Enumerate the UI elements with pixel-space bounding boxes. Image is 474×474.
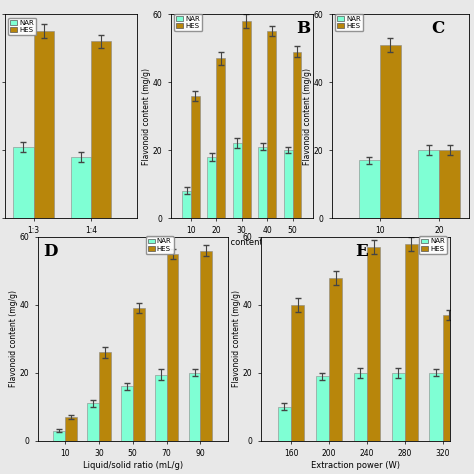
Bar	[242, 21, 251, 218]
Bar	[216, 58, 225, 218]
X-axis label: ratio: ratio	[62, 238, 81, 247]
X-axis label: Ex: Ex	[395, 238, 406, 247]
Legend: NAR, HES: NAR, HES	[419, 237, 447, 254]
Bar	[329, 278, 342, 441]
Bar	[443, 315, 456, 441]
Bar	[121, 386, 133, 441]
Bar	[233, 143, 242, 218]
Bar	[429, 373, 443, 441]
Y-axis label: Flavonoid content (mg/g): Flavonoid content (mg/g)	[232, 291, 241, 387]
Legend: NAR, HES: NAR, HES	[174, 14, 202, 31]
X-axis label: Liquid/solid ratio (mL/g): Liquid/solid ratio (mL/g)	[82, 461, 183, 470]
Bar	[99, 353, 111, 441]
Text: C: C	[431, 20, 444, 37]
Bar	[182, 191, 191, 218]
Bar	[53, 430, 65, 441]
Bar	[439, 150, 460, 218]
Bar	[34, 31, 54, 218]
Bar	[354, 373, 367, 441]
Bar	[189, 373, 201, 441]
X-axis label: Extraction power (W): Extraction power (W)	[311, 461, 400, 470]
Bar	[201, 251, 212, 441]
Text: E: E	[356, 243, 368, 260]
Bar	[367, 247, 380, 441]
Bar	[292, 52, 301, 218]
Text: B: B	[296, 20, 310, 37]
Bar	[91, 41, 111, 218]
X-axis label: Water content (%): Water content (%)	[203, 238, 280, 247]
Bar	[278, 407, 291, 441]
Legend: NAR, HES: NAR, HES	[335, 14, 363, 31]
Bar	[258, 147, 267, 218]
Legend: NAR, HES: NAR, HES	[146, 237, 173, 254]
Bar	[419, 150, 439, 218]
Bar	[65, 417, 77, 441]
Bar	[191, 96, 200, 218]
Bar	[380, 45, 401, 218]
Bar	[405, 244, 418, 441]
Y-axis label: Flavonoid content (mg/g): Flavonoid content (mg/g)	[303, 68, 312, 164]
Bar	[87, 403, 99, 441]
Bar	[208, 157, 216, 218]
Bar	[155, 374, 166, 441]
Bar	[267, 31, 276, 218]
Bar	[291, 305, 304, 441]
Bar	[133, 309, 145, 441]
Y-axis label: Flavonoid content (mg/g): Flavonoid content (mg/g)	[142, 68, 151, 164]
Bar	[283, 150, 292, 218]
Y-axis label: Flavonoid content (mg/g): Flavonoid content (mg/g)	[9, 291, 18, 387]
Bar	[316, 376, 329, 441]
Bar	[359, 160, 380, 218]
Bar	[13, 147, 34, 218]
Text: D: D	[44, 243, 58, 260]
Legend: NAR, HES: NAR, HES	[8, 18, 36, 35]
Bar	[71, 157, 91, 218]
Bar	[392, 373, 405, 441]
Bar	[166, 254, 178, 441]
